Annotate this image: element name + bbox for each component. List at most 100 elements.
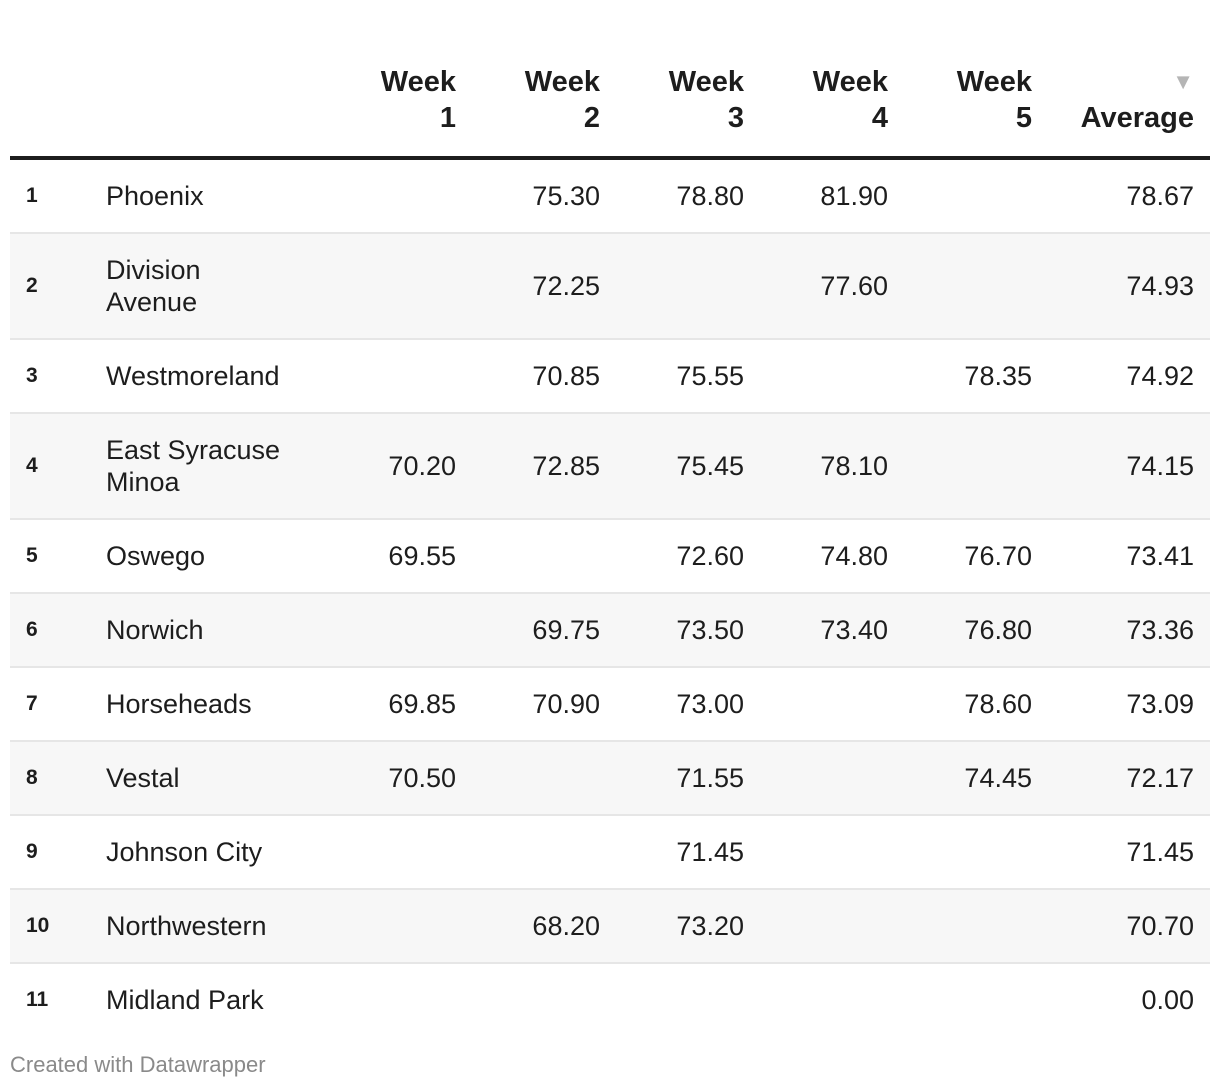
week-5-cell bbox=[904, 815, 1048, 890]
header-row: Week 1 Week 2 Week 3 Week 4 Week 5 bbox=[10, 0, 1210, 160]
table-row: 7 Horseheads 69.85 70.90 73.00 78.60 73.09 bbox=[10, 667, 1210, 742]
average-cell: 73.09 bbox=[1048, 667, 1210, 742]
week-2-cell: 70.85 bbox=[472, 339, 616, 414]
week-5-cell bbox=[904, 413, 1048, 520]
data-table: Week 1 Week 2 Week 3 Week 4 Week 5 bbox=[10, 0, 1210, 1036]
data-table-container: Week 1 Week 2 Week 3 Week 4 Week 5 bbox=[10, 0, 1210, 1036]
table-row: 3 Westmoreland 70.85 75.55 78.35 74.92 bbox=[10, 339, 1210, 414]
week-3-cell: 71.55 bbox=[616, 741, 760, 816]
average-cell: 71.45 bbox=[1048, 815, 1210, 890]
rank-cell: 3 bbox=[10, 339, 106, 414]
table-row: 4 East Syracuse Minoa 70.20 72.85 75.45 78.10 7… bbox=[10, 413, 1210, 520]
week-4-cell: 73.40 bbox=[760, 593, 904, 668]
week-1-cell: 70.50 bbox=[328, 741, 472, 816]
header-name bbox=[106, 0, 328, 160]
week-2-cell: 72.85 bbox=[472, 413, 616, 520]
week-1-cell bbox=[328, 815, 472, 890]
week-4-cell bbox=[760, 667, 904, 742]
team-name-cell: Oswego bbox=[106, 519, 328, 594]
team-name-cell: Midland Park bbox=[106, 985, 264, 1015]
team-name-cell: Johnson City bbox=[106, 815, 328, 890]
header-week-1-label: Week bbox=[380, 66, 456, 98]
week-1-cell bbox=[328, 339, 472, 414]
average-cell: 74.93 bbox=[1048, 233, 1210, 340]
week-3-cell: 78.80 bbox=[616, 158, 760, 234]
week-1-cell bbox=[328, 158, 472, 234]
credit-text: Created with Datawrapper bbox=[10, 1052, 266, 1077]
week-2-cell: 75.30 bbox=[472, 158, 616, 234]
week-5-cell: 76.80 bbox=[904, 593, 1048, 668]
average-cell: 72.17 bbox=[1048, 741, 1210, 816]
week-3-cell bbox=[616, 233, 760, 340]
week-1-cell bbox=[328, 963, 472, 1036]
table-row: 11 Midland Park 0.00 bbox=[10, 963, 1210, 1036]
header-week-2[interactable]: Week 2 bbox=[472, 0, 616, 160]
week-4-cell: 81.90 bbox=[760, 158, 904, 234]
header-week-1[interactable]: Week 1 bbox=[328, 0, 472, 160]
header-average-label: Average bbox=[1080, 102, 1194, 134]
header-week-1-number: 1 bbox=[439, 102, 456, 134]
week-4-cell bbox=[760, 741, 904, 816]
header-week-4[interactable]: Week 4 bbox=[760, 0, 904, 160]
week-3-cell: 73.50 bbox=[616, 593, 760, 668]
table-row: 8 Vestal 70.50 71.55 74.45 72.17 bbox=[10, 741, 1210, 816]
week-5-cell bbox=[904, 233, 1048, 340]
rank-cell: 5 bbox=[10, 519, 106, 594]
week-3-cell: 73.20 bbox=[616, 889, 760, 964]
header-week-3-number: 3 bbox=[727, 102, 744, 134]
week-1-cell bbox=[328, 593, 472, 668]
rank-cell: 6 bbox=[10, 593, 106, 668]
week-3-cell: 72.60 bbox=[616, 519, 760, 594]
week-1-cell: 70.20 bbox=[328, 413, 472, 520]
week-2-cell: 72.25 bbox=[472, 233, 616, 340]
week-4-cell bbox=[760, 815, 904, 890]
rank-cell: 7 bbox=[10, 667, 106, 742]
week-4-cell bbox=[760, 963, 904, 1036]
table-row: 2 Division Avenue 72.25 77.60 74.93 bbox=[10, 233, 1210, 340]
week-5-cell: 78.35 bbox=[904, 339, 1048, 414]
week-4-cell: 77.60 bbox=[760, 233, 904, 340]
header-week-5[interactable]: Week 5 bbox=[904, 0, 1048, 160]
week-5-cell bbox=[904, 889, 1048, 964]
team-name-cell: Vestal bbox=[106, 741, 328, 816]
week-3-cell: 75.55 bbox=[616, 339, 760, 414]
table-row: 9 Johnson City 71.45 71.45 bbox=[10, 815, 1210, 890]
rank-cell: 1 bbox=[10, 158, 106, 234]
header-week-2-number: 2 bbox=[583, 102, 600, 134]
week-3-cell bbox=[616, 963, 760, 1036]
header-average[interactable]: ▼ Average bbox=[1048, 0, 1210, 160]
rank-cell: 11 bbox=[26, 988, 49, 1011]
week-5-cell bbox=[904, 963, 1048, 1036]
table-row: 1 Phoenix 75.30 78.80 81.90 78.67 bbox=[10, 158, 1210, 234]
team-name-cell: Norwich bbox=[106, 593, 328, 668]
team-name-cell: Northwestern bbox=[106, 889, 328, 964]
week-2-cell: 69.75 bbox=[472, 593, 616, 668]
week-2-cell bbox=[472, 741, 616, 816]
average-cell: 74.92 bbox=[1048, 339, 1210, 414]
average-cell: 78.67 bbox=[1048, 158, 1210, 234]
week-3-cell: 75.45 bbox=[616, 413, 760, 520]
week-3-cell: 73.00 bbox=[616, 667, 760, 742]
header-week-3[interactable]: Week 3 bbox=[616, 0, 760, 160]
week-1-cell bbox=[328, 233, 472, 340]
header-rank bbox=[10, 0, 106, 160]
table-row: 5 Oswego 69.55 72.60 74.80 76.70 73.41 bbox=[10, 519, 1210, 594]
header-week-2-label: Week bbox=[524, 66, 600, 98]
team-name-cell: Westmoreland bbox=[106, 339, 328, 414]
team-name-cell: Phoenix bbox=[106, 158, 328, 234]
week-4-cell bbox=[760, 339, 904, 414]
header-week-5-number: 5 bbox=[1015, 102, 1032, 134]
week-4-cell: 74.80 bbox=[760, 519, 904, 594]
week-2-cell bbox=[472, 519, 616, 594]
sort-descending-icon: ▼ bbox=[1172, 69, 1194, 94]
week-1-cell bbox=[328, 889, 472, 964]
team-name-cell: East Syracuse Minoa bbox=[106, 413, 328, 520]
table-row: 6 Norwich 69.75 73.50 73.40 76.80 73.36 bbox=[10, 593, 1210, 668]
header-week-5-label: Week bbox=[956, 66, 1032, 98]
table-body: 1 Phoenix 75.30 78.80 81.90 78.67 2 Division Ave… bbox=[10, 158, 1210, 1036]
average-cell: 74.15 bbox=[1048, 413, 1210, 520]
week-4-cell: 78.10 bbox=[760, 413, 904, 520]
team-name-cell: Division Avenue bbox=[106, 233, 328, 340]
rank-cell: 8 bbox=[10, 741, 106, 816]
table-row: 10 Northwestern 68.20 73.20 70.70 bbox=[10, 889, 1210, 964]
